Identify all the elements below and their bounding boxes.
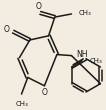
Text: NH: NH: [77, 50, 88, 59]
Text: CH₃: CH₃: [15, 101, 28, 107]
Text: O: O: [35, 2, 41, 11]
Text: CH₃: CH₃: [79, 10, 91, 16]
Text: O: O: [4, 25, 10, 34]
Text: O: O: [41, 88, 47, 96]
Text: CH₃: CH₃: [89, 58, 102, 64]
